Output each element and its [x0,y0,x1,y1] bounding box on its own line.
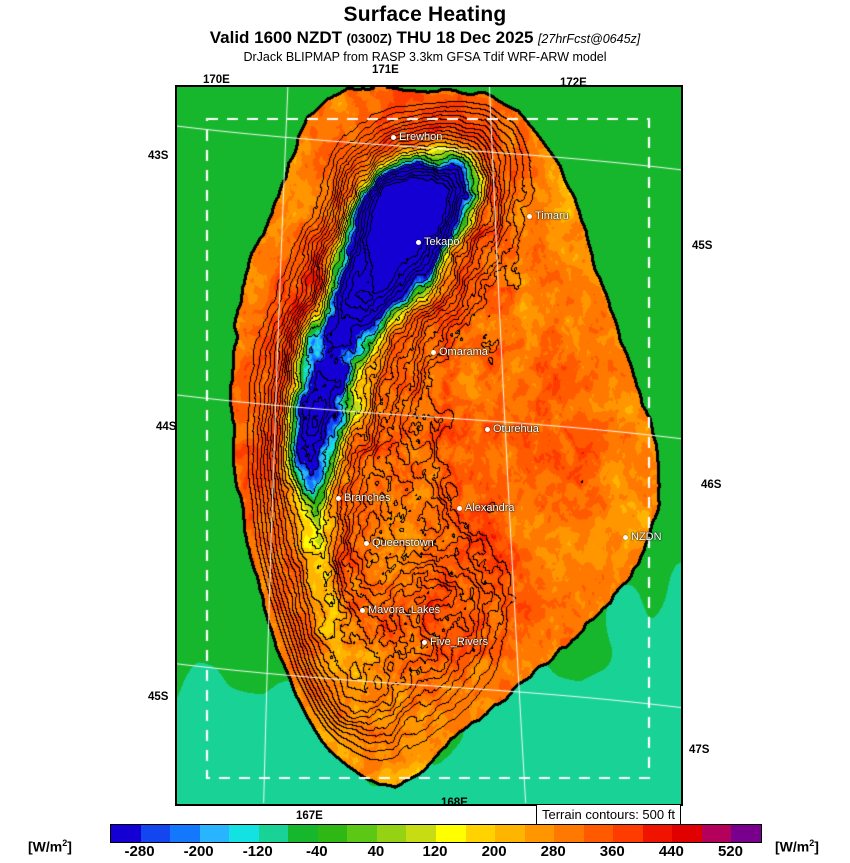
lat-label-45S: 45S [148,691,169,703]
colorbar-cell-17 [613,825,643,842]
colorbar-cell-19 [672,825,702,842]
colorbar-cell-8 [347,825,377,842]
colorbar-tick-360: 360 [599,843,625,860]
units-label-right: [W/m2] [775,838,819,855]
colorbar-cell-1 [140,825,171,842]
colorbar-cell-15 [554,825,584,842]
surface-heating-heatmap [177,87,681,804]
colorbar-cell-6 [288,825,318,842]
colorbar-cell-7 [317,825,348,842]
title-block: Surface Heating Valid 1600 NZDT (0300Z) … [0,0,850,66]
forecast-tag: [27hrFcst@0645z] [537,32,641,46]
colorbar-cell-9 [376,825,407,842]
colorbar-cell-21 [731,825,762,842]
colorbar-cell-10 [406,825,437,842]
lat-label-47S: 47S [689,744,710,756]
lon-label-172E: 172E [560,77,587,89]
colorbar-cell-2 [170,825,200,842]
colorbar-cell-3 [199,825,230,842]
valid-time-line: Valid 1600 NZDT (0300Z) THU 18 Dec 2025 … [0,28,850,49]
valid-time-zulu: (0300Z) [346,31,392,46]
colorbar-swatches [110,824,762,843]
colorbar-tick-200: 200 [481,843,507,860]
colorbar-cell-20 [701,825,732,842]
colorbar-cell-14 [524,825,555,842]
colorbar-tick--120: -120 [242,843,273,860]
colorbar-cell-4 [229,825,259,842]
colorbar-cell-18 [642,825,673,842]
valid-date: THU 18 Dec 2025 [396,28,534,47]
colorbar-cell-5 [258,825,289,842]
valid-time-label: Valid 1600 NZDT [209,28,343,47]
lat-label-43S: 43S [148,150,169,162]
colorbar-area: [W/m2] -280 -200 -120 -40 40 120 200 280 360 440 5… [0,818,850,860]
colorbar-tick-120: 120 [422,843,448,860]
lon-label-170E: 170E [203,74,230,86]
colorbar-cell-12 [465,825,496,842]
page-title: Surface Heating [343,3,507,26]
map-plot-area[interactable]: Erewhon Timaru Tekapo Omarama Oturehua Branch… [175,85,683,806]
colorbar-tick--280: -280 [124,843,155,860]
lon-label-167E: 167E [296,810,323,822]
colorbar-tick-280: 280 [540,843,566,860]
lat-label-44S: 44S [156,421,177,433]
colorbar-cell-0 [111,825,141,842]
units-label-left: [W/m2] [28,838,72,855]
colorbar-tick--200: -200 [183,843,214,860]
colorbar-cell-13 [495,825,525,842]
colorbar-cell-16 [583,825,614,842]
colorbar-cell-11 [436,825,466,842]
colorbar-tick-440: 440 [658,843,684,860]
terrain-contour-legend: Terrain contours: 500 ft [536,804,681,826]
lon-label-168E: 168E [441,797,468,809]
colorbar-tick-40: 40 [367,843,385,860]
model-description: DrJack BLIPMAP from RASP 3.3km GFSA Tdif… [243,50,607,64]
lat-label-45S: 45S [692,240,713,252]
colorbar-tick-labels: -280 -200 -120 -40 40 120 200 280 360 440 520 [110,843,760,863]
lon-label-171E: 171E [372,64,399,76]
lat-label-46S: 46S [701,479,722,491]
colorbar-tick-520: 520 [717,843,743,860]
colorbar-tick--40: -40 [305,843,328,860]
